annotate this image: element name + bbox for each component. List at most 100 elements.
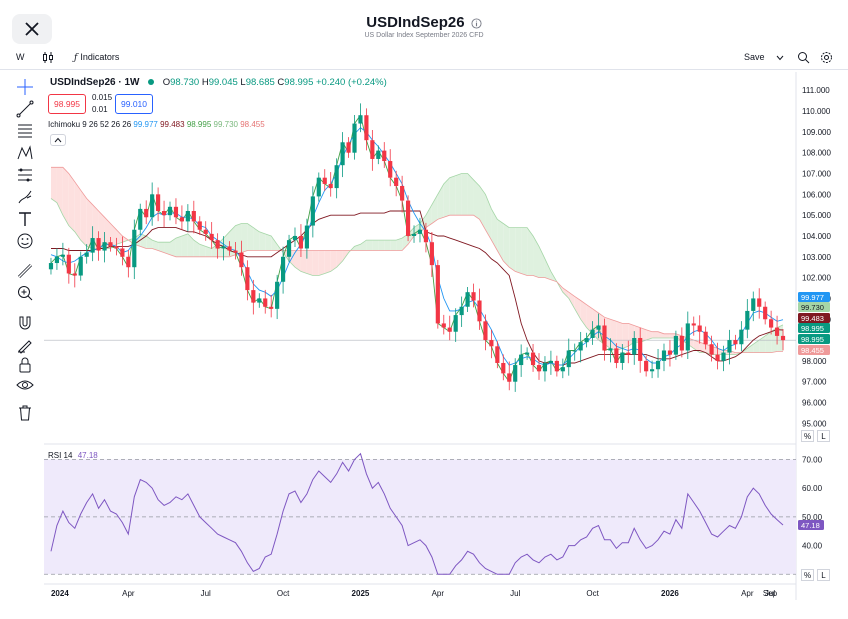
candle[interactable] [667,340,673,367]
candle[interactable] [144,200,149,225]
save-button[interactable]: Save [744,52,765,62]
candle[interactable] [60,242,65,266]
text-icon[interactable] [16,210,34,228]
candle[interactable] [411,225,417,243]
candle[interactable] [239,240,244,276]
candle[interactable] [709,335,714,362]
ruler-icon[interactable] [16,262,34,280]
candle[interactable] [578,331,583,363]
candle[interactable] [483,314,488,351]
candle[interactable] [703,326,708,350]
candle[interactable] [774,315,780,345]
candle[interactable] [102,232,107,263]
candle[interactable] [370,130,375,171]
candle[interactable] [554,355,559,377]
candle[interactable] [150,182,155,226]
candle[interactable] [126,249,131,278]
candle[interactable] [114,237,119,256]
candle[interactable] [340,132,345,178]
rsi-percent-mode-button[interactable]: % [801,569,814,581]
candle[interactable] [72,263,77,288]
candle[interactable] [215,233,220,259]
candle[interactable] [525,347,530,360]
candle[interactable] [519,344,524,377]
percent-mode-button[interactable]: % [801,430,814,442]
candle[interactable] [120,236,125,266]
candle[interactable] [465,286,470,312]
log-mode-button[interactable]: L [817,430,830,442]
candle[interactable] [275,274,280,320]
candle[interactable] [769,310,774,335]
candle[interactable] [90,226,95,262]
candle[interactable] [346,137,351,158]
pattern-icon[interactable] [16,144,34,162]
candle[interactable] [281,246,286,294]
candle[interactable] [638,327,643,373]
candle[interactable] [304,218,309,259]
sell-button[interactable]: 98.995 [48,94,86,114]
candle[interactable] [233,242,238,260]
trash-icon[interactable] [16,404,34,422]
candle[interactable] [66,247,71,284]
candle[interactable] [310,186,315,238]
candle[interactable] [477,288,482,330]
trend-line-icon[interactable] [16,100,34,118]
candle[interactable] [286,234,292,262]
gear-icon[interactable] [820,51,833,66]
buy-button[interactable]: 99.010 [115,94,153,114]
emoji-icon[interactable] [16,232,34,250]
candle[interactable] [745,299,750,339]
candle[interactable] [685,311,690,360]
candle[interactable] [614,343,619,369]
candle[interactable] [78,251,83,281]
candle[interactable] [269,294,274,318]
candle[interactable] [417,217,423,243]
collapse-legend-button[interactable] [50,134,66,146]
candle[interactable] [620,344,625,370]
candle[interactable] [572,343,577,361]
candle[interactable] [459,296,464,327]
candle[interactable] [733,334,738,350]
candle[interactable] [495,341,500,369]
candle[interactable] [263,289,268,314]
candle[interactable] [590,321,595,345]
candle[interactable] [721,345,726,372]
candle[interactable] [423,222,429,253]
candle[interactable] [542,356,548,382]
candle[interactable] [780,329,786,351]
candle[interactable] [566,338,571,376]
candle[interactable] [655,349,661,378]
candle[interactable] [132,219,137,280]
candle[interactable] [161,200,167,228]
candle[interactable] [536,353,542,380]
candle[interactable] [48,257,54,275]
candle[interactable] [358,103,363,133]
candle[interactable] [650,360,655,379]
brush-icon[interactable] [16,188,34,206]
eye-icon[interactable] [16,376,34,394]
candle[interactable] [530,344,536,372]
candle[interactable] [376,145,381,165]
indicators-button[interactable]: ƒ Indicators [74,52,119,63]
candle[interactable] [471,283,476,308]
candle[interactable] [441,314,446,335]
candles-icon[interactable] [42,51,54,66]
candle[interactable] [679,327,684,358]
candle[interactable] [548,350,553,375]
candle[interactable] [54,248,60,270]
candle[interactable] [691,316,696,336]
candle[interactable] [400,175,405,213]
candle[interactable] [251,279,256,315]
candle[interactable] [697,315,702,344]
candle[interactable] [156,187,161,222]
candle[interactable] [661,343,667,372]
lock-icon[interactable] [16,356,34,374]
candle[interactable] [167,201,173,221]
crosshair-icon[interactable] [16,78,34,96]
candle[interactable] [405,195,411,242]
candle[interactable] [185,204,190,232]
zoom-in-icon[interactable] [16,284,34,302]
candle[interactable] [763,301,768,325]
chevron-down-icon[interactable] [776,53,784,63]
